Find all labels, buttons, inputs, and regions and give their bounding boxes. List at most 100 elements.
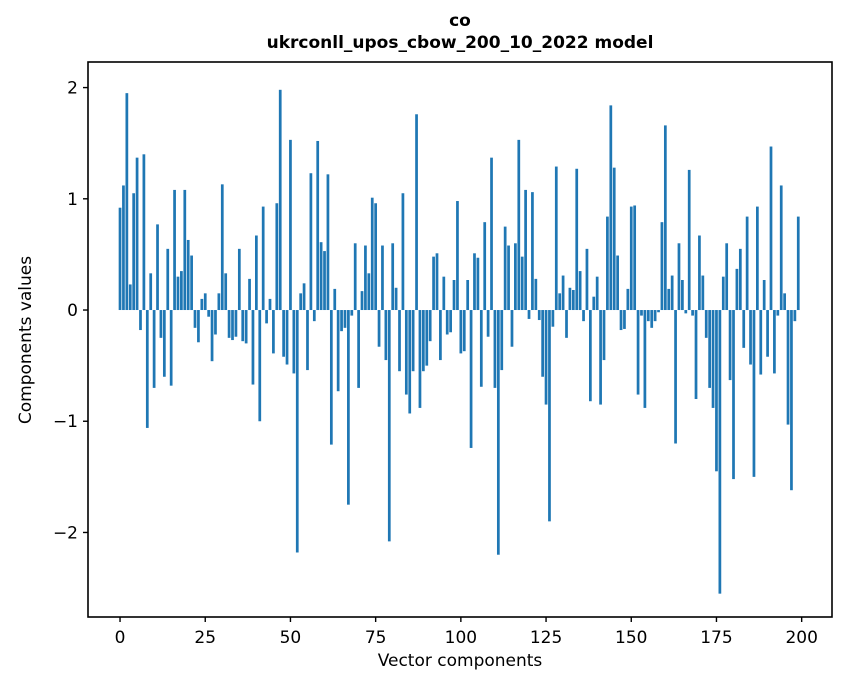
y-tick-label: 1 bbox=[67, 190, 78, 210]
bar bbox=[568, 287, 572, 311]
bar bbox=[193, 310, 197, 328]
x-tick-label: 125 bbox=[530, 628, 562, 648]
bar bbox=[551, 310, 555, 327]
bar bbox=[231, 310, 234, 341]
bar bbox=[738, 248, 742, 311]
bar bbox=[203, 293, 207, 311]
bar bbox=[456, 201, 459, 311]
bar bbox=[524, 189, 527, 311]
bar bbox=[653, 310, 657, 322]
y-tick-label: −1 bbox=[53, 412, 78, 432]
bar bbox=[762, 280, 766, 311]
bar bbox=[749, 310, 752, 365]
x-tick-label: 50 bbox=[280, 628, 302, 648]
bar bbox=[633, 205, 637, 311]
bar bbox=[561, 275, 565, 311]
bar bbox=[585, 248, 589, 311]
bar bbox=[623, 310, 626, 329]
bar bbox=[367, 273, 371, 311]
bar bbox=[340, 310, 343, 332]
bar bbox=[350, 310, 354, 316]
bar bbox=[312, 310, 316, 322]
x-axis-label: Vector components bbox=[377, 651, 543, 671]
bar bbox=[773, 310, 776, 374]
x-tick-label: 200 bbox=[785, 628, 817, 648]
bar bbox=[786, 310, 790, 425]
bar bbox=[616, 255, 619, 311]
bar bbox=[745, 216, 749, 311]
bar bbox=[725, 243, 729, 311]
bar bbox=[255, 235, 258, 311]
bar bbox=[272, 310, 275, 354]
y-axis-label: Components values bbox=[16, 255, 36, 425]
bar bbox=[531, 192, 534, 311]
bar bbox=[476, 257, 480, 311]
bar bbox=[306, 310, 309, 371]
bar bbox=[578, 271, 582, 311]
bar bbox=[360, 291, 364, 311]
bar bbox=[422, 310, 425, 372]
bar bbox=[514, 243, 517, 311]
bar bbox=[176, 276, 180, 311]
bar bbox=[486, 310, 490, 337]
bar bbox=[595, 276, 599, 311]
bar bbox=[326, 174, 330, 311]
bar bbox=[670, 275, 674, 311]
bar bbox=[640, 310, 643, 316]
bar bbox=[445, 310, 449, 335]
bar bbox=[258, 310, 262, 422]
bar bbox=[500, 310, 504, 371]
bar bbox=[207, 310, 211, 317]
bar bbox=[391, 243, 395, 311]
bar bbox=[224, 273, 228, 311]
x-tick-label: 150 bbox=[615, 628, 647, 648]
bar bbox=[374, 203, 378, 311]
bar bbox=[698, 235, 701, 311]
bar bbox=[503, 226, 507, 311]
bar bbox=[186, 239, 190, 311]
bar bbox=[418, 310, 422, 408]
bar bbox=[554, 166, 558, 311]
bar bbox=[384, 310, 388, 361]
bar bbox=[728, 310, 732, 381]
bar bbox=[691, 310, 694, 316]
bar bbox=[428, 310, 432, 342]
bar bbox=[650, 310, 654, 328]
bar bbox=[333, 288, 337, 311]
bar bbox=[118, 207, 122, 311]
bar bbox=[694, 310, 698, 400]
bar bbox=[370, 197, 374, 311]
bar bbox=[217, 293, 221, 311]
y-tick-label: −2 bbox=[53, 523, 78, 543]
bar bbox=[408, 310, 412, 414]
bar bbox=[565, 310, 568, 338]
bar bbox=[162, 310, 166, 377]
bar bbox=[234, 310, 238, 337]
bar bbox=[619, 310, 623, 331]
bar bbox=[704, 310, 708, 338]
bar bbox=[139, 310, 142, 331]
bar bbox=[715, 310, 718, 472]
bar bbox=[122, 185, 125, 311]
bar bbox=[282, 310, 285, 357]
bar bbox=[295, 310, 299, 553]
bar bbox=[606, 216, 609, 311]
bar bbox=[469, 310, 473, 448]
bar bbox=[200, 298, 204, 311]
bar bbox=[241, 310, 245, 342]
bar bbox=[278, 89, 282, 311]
chart-subtitle: ukrconll_upos_cbow_200_10_2022 model bbox=[266, 33, 654, 53]
bar bbox=[582, 310, 585, 322]
bar bbox=[674, 310, 677, 444]
bar bbox=[490, 157, 493, 311]
bars bbox=[118, 89, 800, 594]
bar bbox=[496, 310, 500, 555]
bar bbox=[214, 310, 217, 335]
bar bbox=[609, 105, 613, 311]
bar bbox=[432, 256, 435, 311]
bar bbox=[261, 206, 265, 311]
bar bbox=[479, 310, 483, 387]
bar bbox=[343, 310, 347, 328]
x-tick-label: 175 bbox=[700, 628, 732, 648]
